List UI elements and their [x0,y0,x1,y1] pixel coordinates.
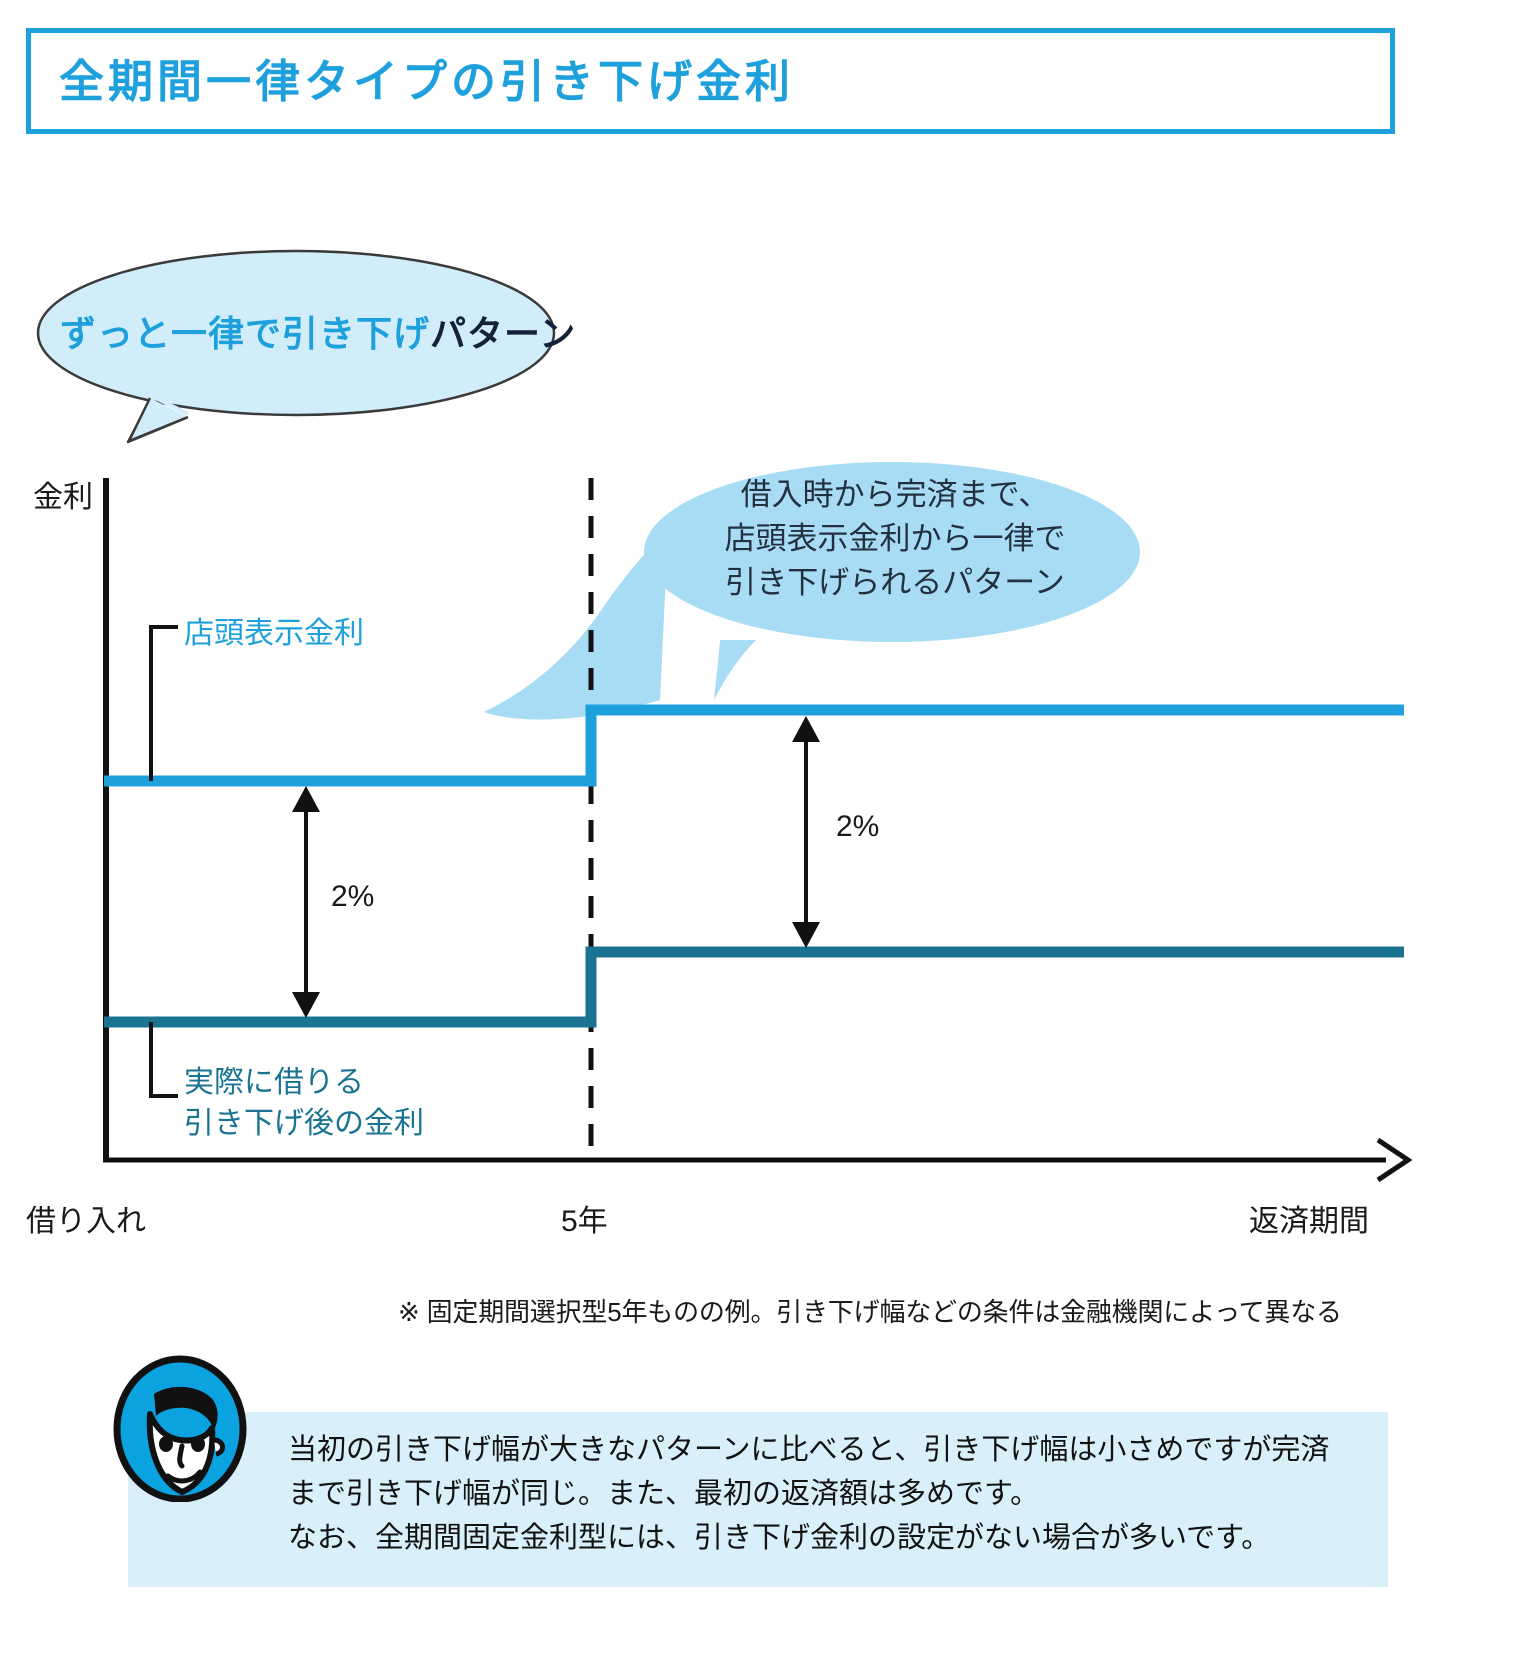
explain-bubble-line1: 借入時から完済まで、 [740,477,1050,512]
x-tick-label-start: 借り入れ [26,1205,146,1238]
actual-rate-label-line1: 実際に借りる [184,1066,364,1099]
actual-rate-label-line2: 引き下げ後の金利 [184,1107,424,1141]
explain-bubble-line3: 引き下げられるパターン [725,565,1065,601]
posted-rate-leader [149,625,178,781]
pattern-bubble-plain: パターン [430,313,577,354]
actual-rate-leader [149,1022,178,1098]
posted-rate-line [104,704,1404,787]
page-title: 全期間一律タイプの引き下げ金利 [59,55,795,107]
x-axis-label: 返済期間 [1249,1205,1369,1238]
note-line3: なお、全期間固定金利型には、引き下げ金利の設定がない場合が多いです。 [288,1522,1271,1555]
y-axis-label: 金利 [33,481,93,514]
gap-label-right: 2% [836,810,880,843]
actual-rate-label: 実際に借りる 引き下げ後の金利 [184,1062,424,1145]
avatar-face-icon [110,1352,250,1503]
footnote: ※ 固定期間選択型5年ものの例。引き下げ幅などの条件は金融機関によって異なる [398,1297,1342,1327]
actual-rate-line [104,946,1404,1028]
explain-bubble-line2: 店頭表示金利から一律で [724,521,1066,557]
page-title-box: 全期間一律タイプの引き下げ金利 [26,28,1395,134]
note-line1: 当初の引き下げ幅が大きなパターンに比べると、引き下げ幅は小さめですが完済 [288,1434,1330,1466]
pattern-bubble-label: ずっと一律で引き下げパターン [60,305,575,357]
gap-label-left: 2% [331,880,375,913]
x-tick-label-mid: 5年 [561,1205,608,1238]
note-box [128,1412,1388,1587]
pattern-bubble-highlight: ずっと一律で引き下げ [60,313,431,354]
note-text: 当初の引き下げ幅が大きなパターンに比べると、引き下げ幅は小さめですが完済 まで引… [288,1428,1388,1560]
posted-rate-label: 店頭表示金利 [184,617,364,650]
gap-arrow-right [792,716,820,948]
gap-arrow-left [292,786,320,1018]
x-axis-arrowhead [1376,1137,1413,1183]
explain-bubble-label: 借入時から完済まで、 店頭表示金利から一律で 引き下げられるパターン [700,473,1090,605]
note-line2: まで引き下げ幅が同じ。また、最初の返済額は多めです。 [288,1478,1040,1511]
